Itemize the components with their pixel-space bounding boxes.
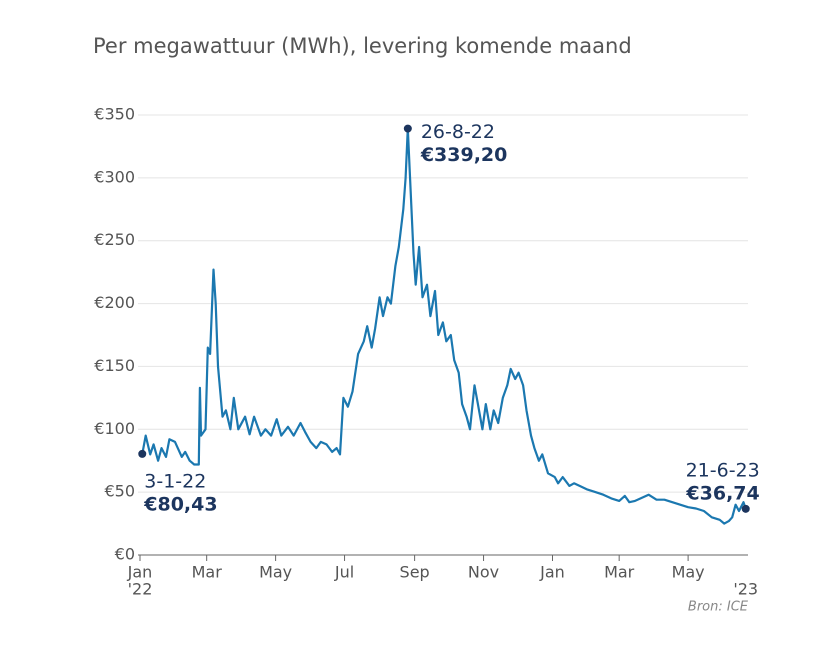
x-tick-label: Jan <box>539 563 565 582</box>
x-tick-label: May <box>259 563 292 582</box>
chart-title: Per megawattuur (MWh), levering komende … <box>93 34 632 58</box>
y-tick-label: €250 <box>94 230 135 249</box>
annotation-date: 26-8-22 <box>421 121 495 143</box>
annotation-dot <box>138 449 147 458</box>
x-tick-label: Nov <box>468 563 499 582</box>
y-tick-label: €300 <box>94 167 135 186</box>
x-tick-label: Jul <box>334 563 354 582</box>
source: Bron: ICE <box>688 600 749 615</box>
y-tick-label: €50 <box>104 482 135 501</box>
y-tick-label: €0 <box>115 545 135 564</box>
annotation-value: €36,74 <box>685 482 759 504</box>
annotation-dot <box>741 504 750 513</box>
x-tick-label: Sep <box>400 563 430 582</box>
y-tick-label: €100 <box>94 419 135 438</box>
x-tick-label: May <box>672 563 705 582</box>
x-tick-label: Mar <box>192 563 223 582</box>
x-tick-label: Mar <box>604 563 635 582</box>
annotation-dot <box>403 124 412 133</box>
annotation-value: €339,20 <box>420 144 508 166</box>
year-label: '22 <box>128 580 153 599</box>
y-tick-label: €150 <box>94 356 135 375</box>
annotation-date: 21-6-23 <box>686 459 760 481</box>
y-tick-label: €200 <box>94 293 135 312</box>
year-label: '23 <box>733 580 758 599</box>
x-tick-label: Jan <box>127 563 153 582</box>
y-tick-label: €350 <box>94 105 135 124</box>
annotation-date: 3-1-22 <box>144 470 206 492</box>
annotation-value: €80,43 <box>143 493 217 515</box>
price-line <box>141 127 747 525</box>
